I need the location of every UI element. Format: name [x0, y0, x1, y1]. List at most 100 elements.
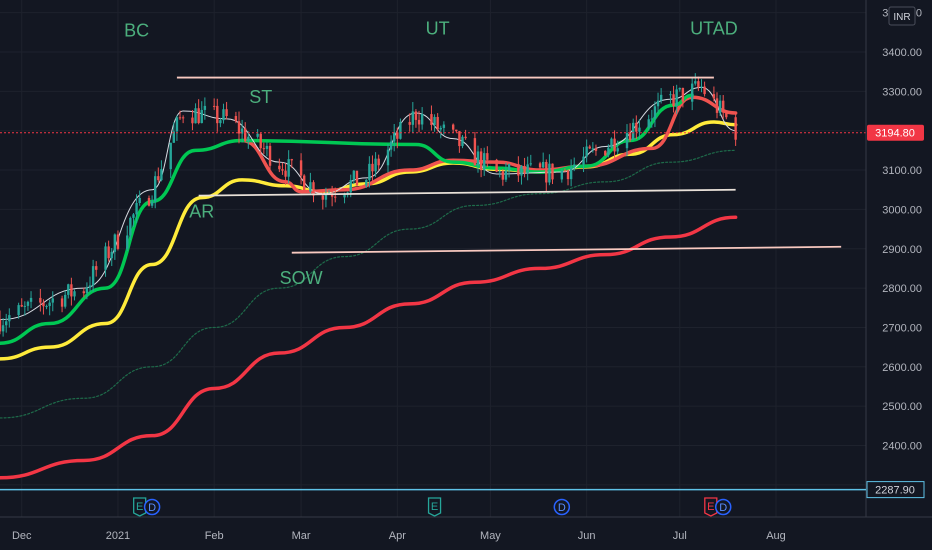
candle-body	[160, 169, 163, 181]
candle-body	[504, 170, 508, 180]
candle-body	[725, 112, 728, 118]
candle-body	[420, 114, 424, 125]
candle-body	[175, 117, 179, 132]
candlesticks	[0, 73, 737, 337]
candle-body	[178, 117, 182, 119]
candle-body	[520, 166, 523, 176]
candle-body	[110, 251, 113, 259]
support-price-label: 2287.90	[866, 481, 925, 499]
candle-body	[8, 315, 11, 322]
candle-body	[352, 170, 356, 181]
last-price-label: 3194.80	[867, 124, 924, 141]
candle-body	[628, 133, 632, 140]
candle-body	[498, 171, 501, 173]
svg-text:2287.90: 2287.90	[875, 485, 915, 497]
candle-body	[355, 170, 359, 186]
candle-body	[414, 111, 418, 120]
candle-body	[632, 122, 635, 140]
candle-body	[483, 153, 486, 171]
candle-body	[610, 138, 613, 148]
candle-body	[548, 163, 551, 183]
candle-body	[265, 145, 269, 149]
currency-badge[interactable]: INR	[888, 6, 916, 26]
candle-body	[312, 182, 315, 196]
candle-body	[368, 163, 371, 180]
candle-body	[495, 159, 498, 172]
candle-body	[126, 235, 129, 249]
candle-body	[371, 163, 374, 172]
candle-body	[197, 108, 200, 124]
candle-body	[247, 136, 250, 142]
dividend-badge[interactable]: D	[553, 498, 571, 516]
price-axis[interactable]	[866, 0, 932, 517]
candle-body	[659, 94, 663, 101]
candle-body	[538, 163, 542, 168]
candle-body	[408, 122, 411, 125]
candle-body	[48, 302, 51, 307]
wyckoff-label: AR	[189, 201, 214, 221]
svg-text:D: D	[558, 502, 566, 514]
candle-body	[560, 170, 564, 180]
time-tick-label: Mar	[292, 530, 311, 542]
candle-body	[523, 166, 526, 174]
price-tick-label: 2600.00	[882, 362, 922, 374]
candle-body	[374, 158, 377, 172]
candle-body	[278, 165, 281, 170]
candle-body	[299, 160, 303, 176]
candle-body	[501, 171, 505, 180]
candle-body	[675, 89, 678, 106]
candle-body	[417, 119, 421, 125]
candle-body	[219, 120, 222, 124]
candle-body	[85, 287, 89, 294]
earnings-badge[interactable]: E	[133, 497, 147, 517]
candle-body	[135, 203, 138, 215]
candle-body	[67, 284, 70, 295]
price-tick-label: 2900.00	[882, 244, 922, 256]
candle-body	[225, 109, 228, 117]
candle-body	[302, 175, 306, 192]
time-tick-label: Apr	[389, 530, 406, 542]
trend-line[interactable]	[291, 245, 842, 254]
candle-body	[200, 109, 203, 124]
candle-body	[715, 98, 719, 113]
candle-body	[23, 305, 27, 307]
svg-text:D: D	[148, 502, 156, 514]
candle-body	[20, 305, 23, 307]
candle-body	[517, 164, 520, 176]
candle-body	[281, 169, 284, 171]
candle-body	[172, 131, 176, 143]
candle-body	[116, 234, 120, 249]
candle-body	[439, 127, 442, 130]
candle-body	[393, 132, 396, 142]
candle-body	[545, 161, 548, 183]
earnings-badge[interactable]: E	[427, 497, 442, 517]
candle-body	[365, 179, 368, 186]
chart-grid	[0, 0, 866, 517]
time-tick-label: Dec	[12, 530, 32, 542]
candle-body	[147, 197, 151, 206]
candle-body	[212, 105, 216, 107]
time-tick-label: Aug	[766, 530, 786, 542]
candle-body	[222, 109, 225, 121]
candle-body	[455, 129, 458, 132]
dividend-badge[interactable]: D	[714, 498, 732, 516]
candle-body	[1, 325, 5, 332]
candle-body	[594, 148, 598, 151]
candle-body	[203, 105, 207, 110]
trend-line[interactable]	[198, 188, 736, 197]
earnings-badge[interactable]: E	[704, 497, 718, 517]
candle-body	[237, 121, 241, 134]
svg-text:D: D	[719, 502, 727, 514]
dividend-badge[interactable]: D	[143, 498, 161, 516]
candle-body	[526, 164, 529, 174]
candle-body	[563, 170, 567, 172]
candle-body	[694, 81, 697, 84]
price-tick-label: 3400.00	[882, 47, 922, 59]
candle-body	[464, 136, 467, 139]
time-axis[interactable]	[0, 517, 932, 550]
candle-body	[541, 161, 545, 168]
time-axis-ticks: Dec 2021 Feb Mar Apr May Jun Jul Aug	[12, 530, 786, 542]
time-tick-label: Jul	[673, 530, 687, 542]
candle-body	[669, 94, 672, 96]
